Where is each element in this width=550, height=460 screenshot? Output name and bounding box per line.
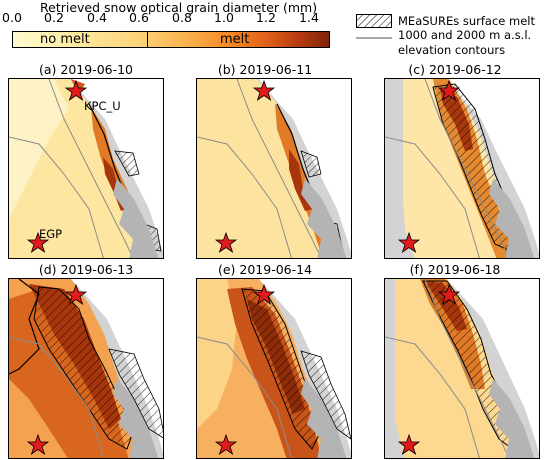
- colorbar-tick: 0.6: [129, 10, 149, 25]
- legend-contour-label-1: 1000 and 2000 m a.s.l.: [398, 28, 532, 42]
- kpc-u-star-icon: [253, 80, 275, 102]
- egp-star-icon: [215, 434, 237, 456]
- egp-star-icon: [27, 434, 49, 456]
- map-panel-d: [8, 278, 164, 459]
- panel-title-e: (e) 2019-06-14: [217, 262, 313, 277]
- colorbar-tick: 0.4: [87, 10, 107, 25]
- panel-title-d: (d) 2019-06-13: [38, 262, 134, 277]
- kpc-u-star-icon: [438, 80, 460, 102]
- colorbar-tick: 0.8: [172, 10, 192, 25]
- map-panel-c: [384, 78, 540, 259]
- egp-star-icon: [398, 434, 420, 456]
- egp-star-icon: [215, 232, 237, 254]
- contour-legend-line: [356, 37, 392, 39]
- legend-melt-label: MEaSUREs surface melt: [398, 14, 535, 28]
- kpc-u-star-icon: [65, 80, 87, 102]
- colorbar-tick: 0.0: [2, 10, 22, 25]
- panel-title-b: (b) 2019-06-11: [217, 62, 313, 77]
- map-panel-b: [196, 78, 352, 259]
- panel-title-c: (c) 2019-06-12: [408, 62, 502, 77]
- kpc-u-label: KPC_U: [84, 99, 121, 113]
- panel-title-f: (f) 2019-06-18: [409, 262, 501, 277]
- egp-star-icon: [398, 232, 420, 254]
- colorbar-label-melt: melt: [220, 32, 250, 47]
- kpc-u-star-icon: [253, 284, 275, 306]
- colorbar-tick: 1.4: [299, 10, 319, 25]
- hatch-legend-swatch: [356, 14, 392, 28]
- egp-star-icon: [27, 232, 49, 254]
- map-panel-a: [8, 78, 164, 259]
- egp-label: EGP: [39, 227, 63, 241]
- colorbar-label-no-melt: no melt: [40, 32, 90, 47]
- kpc-u-star-icon: [438, 284, 460, 306]
- colorbar-title: Retrieved snow optical grain diameter (m…: [40, 0, 318, 15]
- map-panel-e: [196, 278, 352, 459]
- map-panel-f: [384, 278, 540, 459]
- colorbar-tick: 1.2: [256, 10, 276, 25]
- melt-threshold-line: [147, 31, 148, 48]
- colorbar: [12, 31, 330, 48]
- colorbar-tick: 0.2: [44, 10, 64, 25]
- colorbar-tick: 1.0: [214, 10, 234, 25]
- legend-contour-label-2: elevation contours: [398, 43, 506, 57]
- kpc-u-star-icon: [65, 284, 87, 306]
- panel-title-a: (a) 2019-06-10: [38, 62, 134, 77]
